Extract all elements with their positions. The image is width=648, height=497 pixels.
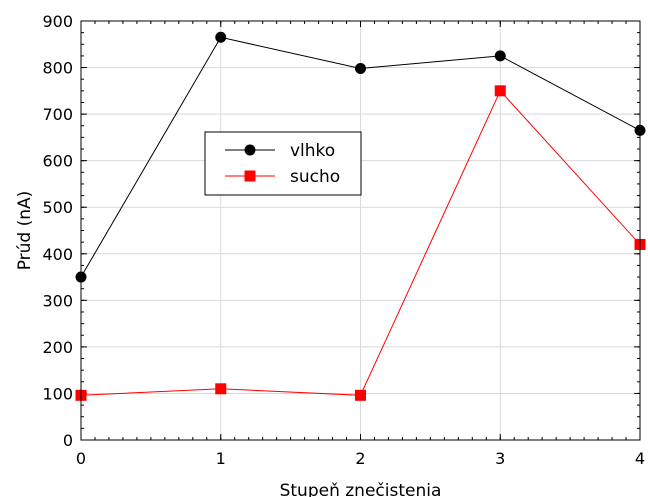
y-tick-label: 400 [42, 245, 73, 264]
data-point-sucho [215, 383, 226, 394]
grid [81, 21, 640, 440]
x-tick-label: 3 [495, 449, 505, 468]
x-axis-title: Stupeň znečistenia [280, 481, 442, 497]
y-tick-label: 500 [42, 198, 73, 217]
y-tick-label: 200 [42, 338, 73, 357]
y-tick-label: 300 [42, 291, 73, 310]
y-axis-title: Prúd (nA) [15, 191, 35, 271]
y-tick-label: 700 [42, 105, 73, 124]
legend-marker-vlhko [245, 145, 256, 156]
y-tick-label: 0 [63, 431, 73, 450]
legend: vlhko sucho [205, 132, 361, 195]
data-point-sucho [495, 85, 506, 96]
y-tick-label: 800 [42, 59, 73, 78]
y-tick-label: 900 [42, 12, 73, 31]
tick-labels: 0 100 200 300 400 500 600 700 800 900 0 1 2 3 4 [42, 12, 645, 468]
x-tick-label: 0 [76, 449, 86, 468]
data-point-vlhko [215, 32, 226, 43]
x-tick-label: 1 [216, 449, 226, 468]
x-tick-label: 4 [635, 449, 645, 468]
x-tick-label: 2 [355, 449, 365, 468]
legend-label-sucho: sucho [290, 167, 340, 187]
y-tick-label: 100 [42, 384, 73, 403]
data-point-vlhko [495, 50, 506, 61]
legend-label-vlhko: vlhko [290, 141, 335, 161]
data-point-sucho [355, 390, 366, 401]
y-tick-label: 600 [42, 152, 73, 171]
legend-marker-sucho [245, 171, 256, 182]
data-point-vlhko [355, 63, 366, 74]
